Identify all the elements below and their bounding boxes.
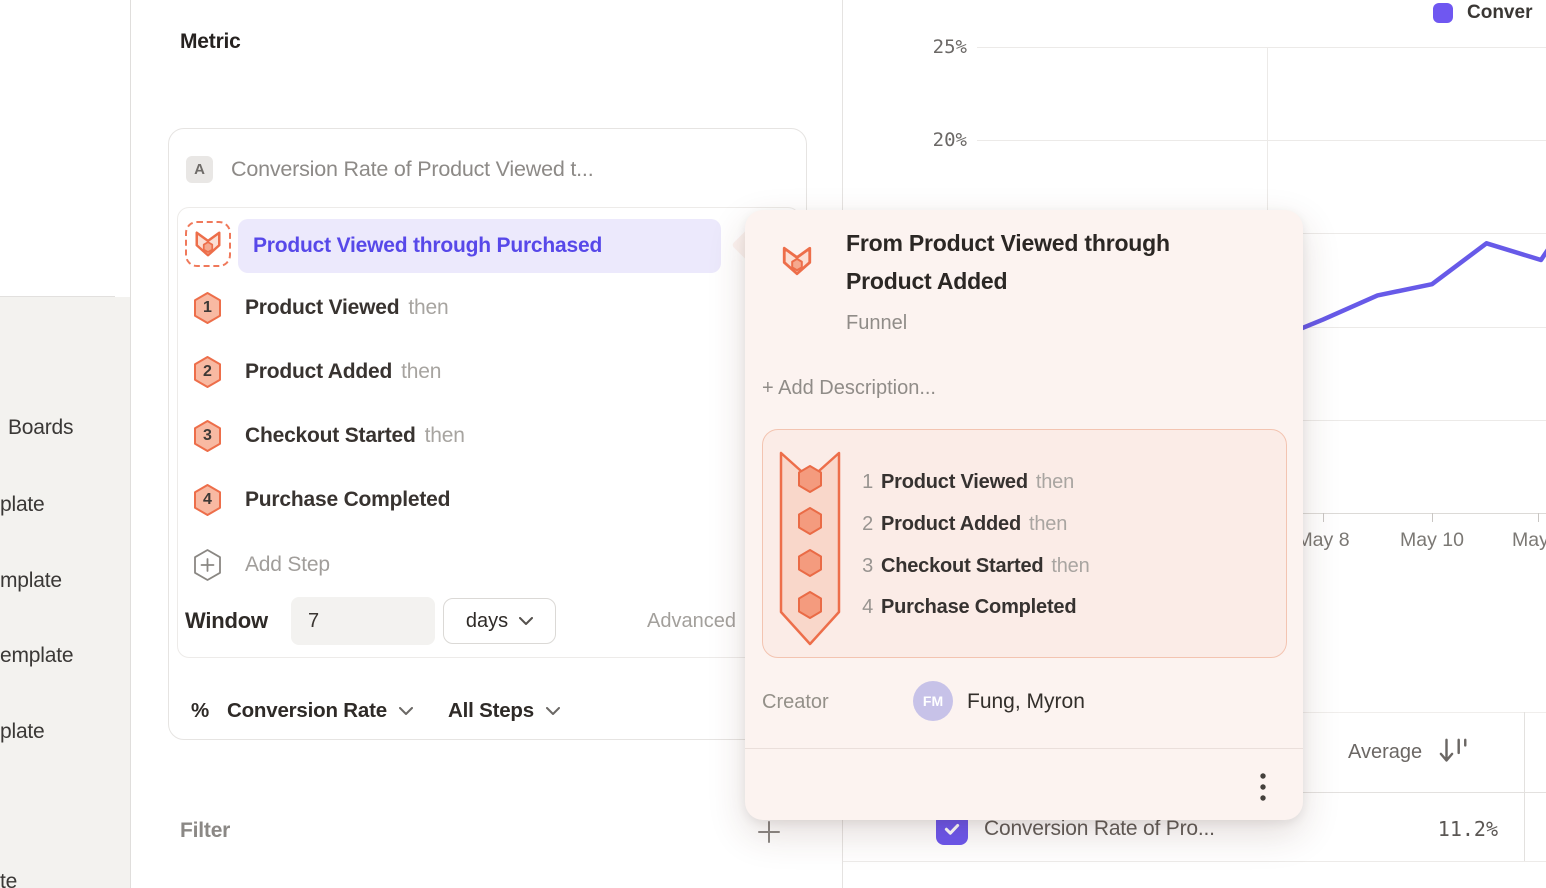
- x-tick-mark: [1323, 513, 1324, 522]
- sidebar-item-label: plate: [0, 493, 45, 516]
- add-step-icon: [192, 548, 223, 582]
- chevron-down-icon: [398, 707, 413, 715]
- funnel-popover: From Product Viewed through Product Adde…: [745, 210, 1303, 820]
- legend-label[interactable]: Conver: [1467, 2, 1533, 23]
- line-chart: [1266, 241, 1546, 345]
- legend-swatch: [1433, 3, 1453, 23]
- creator-avatar: FM: [913, 681, 953, 721]
- series-title[interactable]: Conversion Rate of Product Viewed t...: [231, 157, 594, 181]
- average-column-header[interactable]: Average: [1348, 736, 1470, 768]
- window-value-input[interactable]: [291, 597, 435, 645]
- x-tick-mark: [1432, 513, 1433, 522]
- funnel-banner-icon: [779, 451, 841, 646]
- more-options-button[interactable]: [1245, 766, 1281, 808]
- window-unit-select[interactable]: days: [443, 598, 556, 644]
- step-number-badge: 4: [192, 483, 223, 517]
- kebab-menu-icon: [1260, 773, 1266, 801]
- sidebar-item-label: Boards: [8, 416, 74, 439]
- window-label: Window: [185, 608, 268, 633]
- advanced-button[interactable]: Advanced: [647, 609, 736, 632]
- sidebar-item-template-4[interactable]: plate: [0, 718, 45, 746]
- step-name: Purchase Completed: [245, 488, 451, 511]
- conversion-line: [1266, 241, 1546, 345]
- sidebar-item-template-1[interactable]: plate: [0, 491, 45, 519]
- window-unit-label: days: [465, 609, 509, 632]
- selected-funnel-pill[interactable]: Product Viewed through Purchased: [238, 219, 721, 273]
- step-number-badge: 1: [192, 291, 223, 325]
- preview-step-1: 1 Product Viewed then: [862, 470, 1075, 493]
- chevron-down-icon: [519, 617, 534, 625]
- sidebar-item-label: plate: [0, 720, 45, 743]
- sidebar-item-label: mplate: [0, 569, 62, 592]
- sidebar-item-label: te: [0, 870, 18, 888]
- metric-heading: Metric: [180, 30, 241, 53]
- x-tick-mark: [1538, 513, 1539, 522]
- percent-prefix: %: [191, 699, 210, 722]
- measure-secondary-label: All Steps: [448, 699, 534, 722]
- series-badge: A: [186, 156, 213, 183]
- measure-primary-dropdown[interactable]: Conversion Rate: [227, 688, 413, 734]
- gridline-20: [977, 140, 1546, 141]
- x-label-may12: May: [1512, 528, 1546, 551]
- check-icon: [944, 823, 960, 835]
- step-number-badge: 3: [192, 419, 223, 453]
- step-suffix: then: [401, 360, 442, 383]
- step-number-badge: 2: [192, 355, 223, 389]
- y-tick-25: 25%: [932, 36, 967, 58]
- popover-title: From Product Viewed through Product Adde…: [846, 230, 1170, 294]
- plus-icon: [758, 821, 780, 843]
- add-filter-button[interactable]: [756, 819, 782, 845]
- add-step-label: Add Step: [245, 553, 330, 576]
- metric-card: A Conversion Rate of Product Viewed t...…: [168, 128, 807, 740]
- average-header-label: Average: [1348, 740, 1423, 763]
- sidebar-item-label: emplate: [0, 644, 74, 667]
- step-name: Product Viewed: [245, 296, 400, 319]
- funnel-step-row-2[interactable]: 2 Product Added then: [178, 352, 738, 392]
- funnel-step-row-4[interactable]: 4 Purchase Completed: [178, 480, 738, 520]
- measure-primary-label: Conversion Rate: [227, 699, 387, 722]
- filter-heading: Filter: [180, 819, 231, 842]
- creator-name: Fung, Myron: [967, 689, 1085, 713]
- funnel-step-row-1[interactable]: 1 Product Viewed then: [178, 288, 738, 328]
- measured-as-row: % Conversion Rate All Steps: [169, 688, 806, 734]
- add-step-button[interactable]: Add Step: [178, 545, 738, 585]
- selected-funnel-label: Product Viewed through Purchased: [253, 234, 603, 257]
- x-label-may10: May 10: [1400, 528, 1464, 551]
- funnel-step-row-3[interactable]: 3 Checkout Started then: [178, 416, 738, 456]
- measure-secondary-dropdown[interactable]: All Steps: [448, 688, 560, 734]
- sidebar-item-boards[interactable]: Boards: [8, 414, 74, 442]
- sidebar-item-template-2[interactable]: mplate: [0, 567, 62, 595]
- gridline-25: [977, 47, 1546, 48]
- table-column-border: [1524, 712, 1525, 861]
- popover-type-label: Funnel: [846, 311, 908, 334]
- popover-funnel-icon: [780, 243, 814, 279]
- sidebar-divider: [0, 296, 115, 297]
- add-description-button[interactable]: + Add Description...: [762, 376, 936, 399]
- x-label-may8: May 8: [1296, 528, 1350, 551]
- step-name: Checkout Started: [245, 424, 416, 447]
- sidebar-item-template-3[interactable]: emplate: [0, 642, 74, 670]
- funnel-definition-card: Product Viewed through Purchased 1 Produ…: [177, 207, 800, 658]
- preview-step-4: 4 Purchase Completed: [862, 595, 1077, 618]
- y-tick-20: 20%: [932, 129, 967, 151]
- popover-footer-divider: [745, 748, 1303, 749]
- sidebar-border: [130, 0, 131, 888]
- preview-step-2: 2 Product Added then: [862, 512, 1068, 535]
- table-row-border: [843, 861, 1546, 862]
- sort-descending-icon: [1439, 738, 1467, 762]
- creator-label: Creator: [762, 690, 829, 713]
- sidebar-item-template-5[interactable]: te: [0, 868, 17, 888]
- step-name: Product Added: [245, 360, 393, 383]
- step-suffix: then: [408, 296, 449, 319]
- chevron-down-icon: [545, 707, 560, 715]
- funnel-glyph-icon: [195, 231, 221, 257]
- funnel-icon[interactable]: [185, 221, 231, 267]
- preview-step-3: 3 Checkout Started then: [862, 554, 1090, 577]
- table-row-label[interactable]: Conversion Rate of Pro...: [984, 817, 1215, 840]
- table-row-average-value: 11.2%: [1437, 817, 1498, 841]
- funnel-preview-card: 1 Product Viewed then 2 Product Added then 3…: [762, 429, 1287, 658]
- sidebar: [0, 297, 130, 888]
- step-suffix: then: [424, 424, 465, 447]
